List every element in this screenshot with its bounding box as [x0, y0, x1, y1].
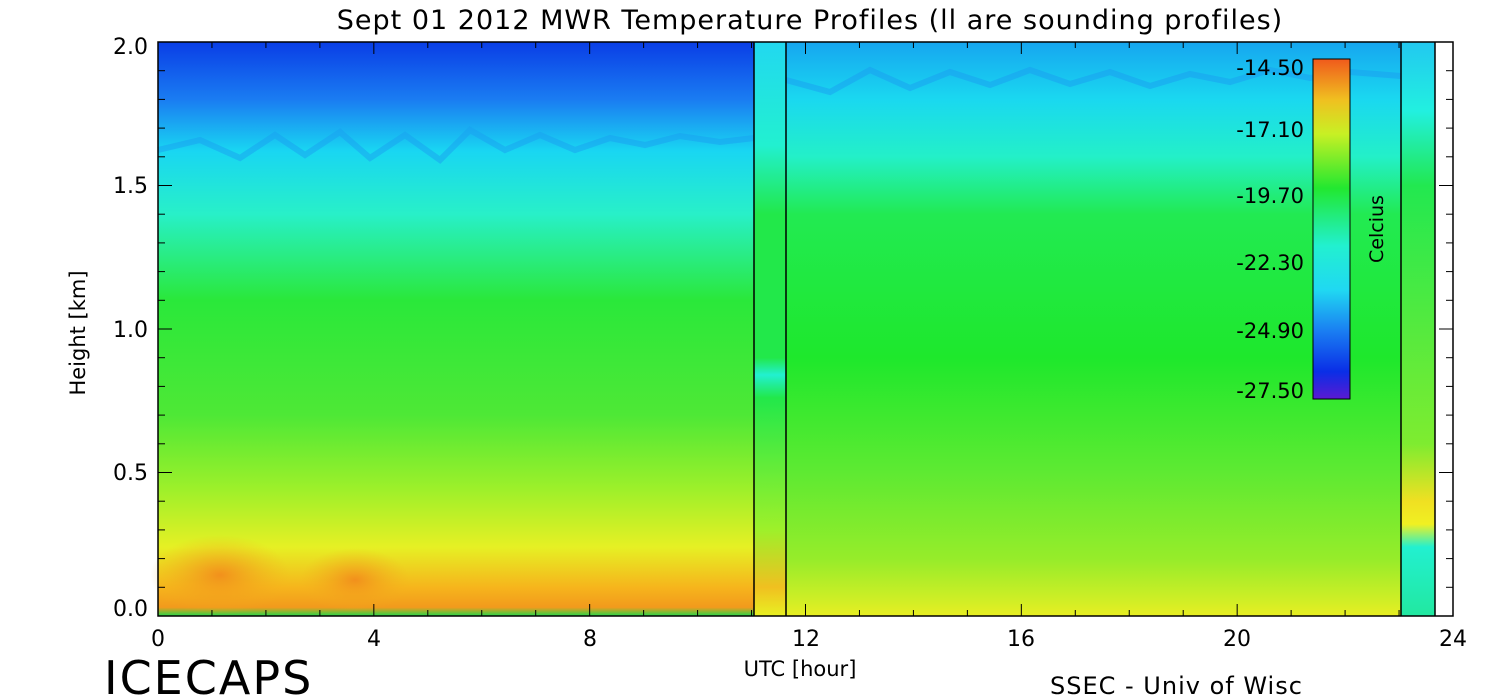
x-axis-label: UTC [hour] [744, 657, 857, 681]
x-tick-label: 0 [151, 627, 165, 652]
colorbar-tick-label: -17.10 [1236, 118, 1304, 142]
sounding-band-2 [1401, 42, 1435, 616]
colorbar-tick-label: -19.70 [1236, 184, 1304, 208]
axis-tick-marks [157, 41, 1454, 617]
warm-layer-blob [150, 535, 290, 615]
y-tick-label: 1.0 [113, 318, 148, 343]
heatmap-field [150, 42, 1435, 616]
y-tick-label: 0.0 [113, 597, 148, 622]
colorbar-label: Celcius [1366, 195, 1388, 263]
upper-contour-wave [785, 66, 1402, 96]
x-tick-label: 16 [1007, 627, 1035, 652]
colorbar-tick-label: -14.50 [1236, 56, 1304, 80]
x-tick-label: 8 [583, 627, 597, 652]
y-tick-label: 2.0 [113, 35, 148, 60]
x-tick-label: 20 [1223, 627, 1251, 652]
colorbar-tick-label: -27.50 [1236, 379, 1304, 403]
colorbar [1312, 58, 1351, 400]
footer-brand: ICECAPS [104, 651, 313, 700]
x-tick-label: 12 [792, 627, 820, 652]
heatmap-early-field [158, 42, 754, 616]
warm-layer-blob [300, 548, 410, 612]
sounding-band-1 [754, 42, 786, 616]
y-tick-label: 0.5 [113, 461, 148, 486]
x-tick-label: 24 [1439, 627, 1467, 652]
colorbar-tick-label: -24.90 [1236, 319, 1304, 343]
heatmap-late-field [786, 42, 1401, 616]
colorbar-tick-label: -22.30 [1236, 251, 1304, 275]
y-axis-label: Height [km] [66, 270, 90, 395]
footer-credit: SSEC - Univ of Wisc [1050, 672, 1303, 700]
chart-title: Sept 01 2012 MWR Temperature Profiles (l… [337, 5, 1283, 36]
y-tick-label: 1.5 [113, 174, 148, 199]
x-tick-label: 4 [367, 627, 381, 652]
upper-contour-wave [157, 126, 755, 164]
